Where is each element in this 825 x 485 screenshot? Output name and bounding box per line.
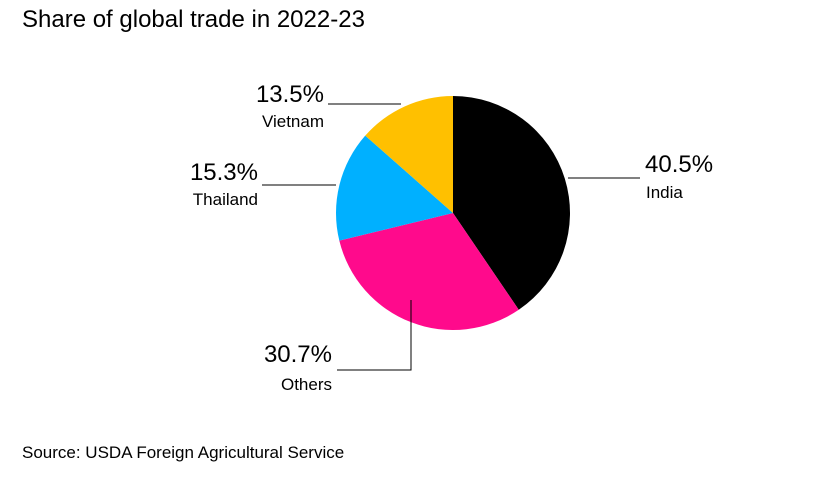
value-label-india: 40.5% bbox=[645, 151, 713, 178]
pie-slice-others bbox=[339, 213, 519, 330]
category-label-thailand: Thailand bbox=[193, 190, 258, 209]
leader-line-others bbox=[337, 300, 412, 371]
value-label-others: 30.7% bbox=[264, 341, 332, 368]
pie-slices bbox=[336, 96, 570, 330]
slice-labels: 40.5% India 30.7% Others 15.3% Thailand 13.5% V… bbox=[190, 81, 713, 394]
category-label-india: India bbox=[646, 183, 683, 202]
pie-slice-india bbox=[453, 96, 570, 310]
pie-chart: 40.5% India 30.7% Others 15.3% Thailand 13.5% V… bbox=[190, 81, 713, 394]
pie-slice-thailand bbox=[336, 135, 453, 241]
pie-slice-vietnam bbox=[365, 96, 453, 213]
value-label-vietnam: 13.5% bbox=[256, 81, 324, 108]
category-label-vietnam: Vietnam bbox=[262, 112, 324, 131]
leader-lines bbox=[262, 103, 640, 371]
category-label-others: Others bbox=[281, 375, 332, 394]
chart-title: Share of global trade in 2022-23 bbox=[22, 6, 365, 33]
source-note: Source: USDA Foreign Agricultural Servic… bbox=[22, 443, 345, 462]
value-label-thailand: 15.3% bbox=[190, 159, 258, 186]
